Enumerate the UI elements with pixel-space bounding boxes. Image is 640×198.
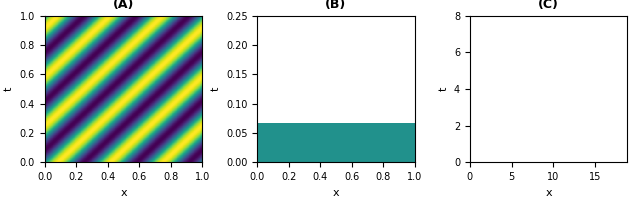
X-axis label: x: x: [333, 188, 339, 198]
Title: (C): (C): [538, 0, 559, 10]
Title: (B): (B): [325, 0, 347, 10]
X-axis label: x: x: [545, 188, 552, 198]
Y-axis label: t: t: [438, 87, 448, 91]
Title: (A): (A): [113, 0, 134, 10]
Y-axis label: t: t: [211, 87, 220, 91]
Y-axis label: t: t: [4, 87, 14, 91]
X-axis label: x: x: [120, 188, 127, 198]
